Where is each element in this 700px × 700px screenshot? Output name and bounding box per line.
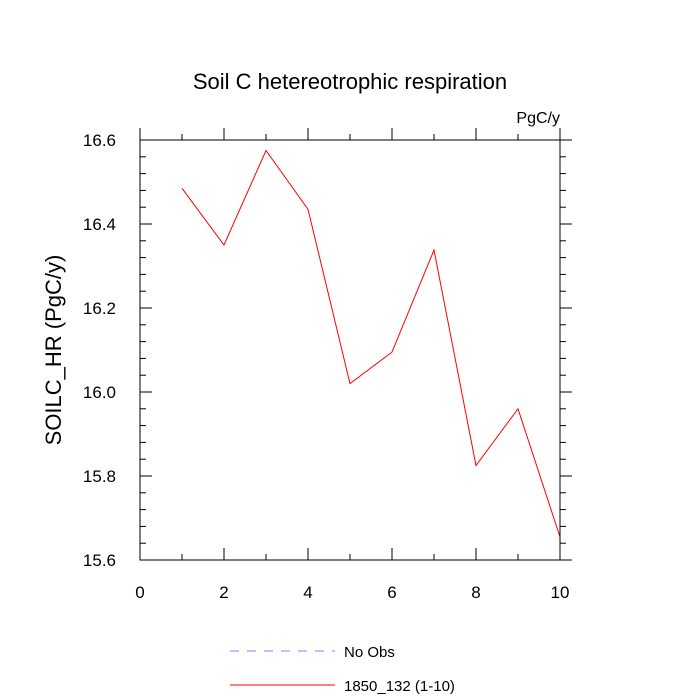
y-tick-label: 16.2	[83, 299, 116, 318]
legend-label-no-obs: No Obs	[344, 644, 395, 661]
legend: No Obs 1850_132 (1-10)	[230, 644, 455, 695]
units-label: PgC/y	[516, 110, 560, 127]
x-tick-label: 8	[471, 583, 480, 602]
plot-frame	[139, 139, 561, 561]
x-tick-label: 4	[303, 583, 312, 602]
y-tick-label: 15.8	[83, 467, 116, 486]
x-tick-label: 2	[219, 583, 228, 602]
data-series	[181, 149, 561, 538]
y-tick-label: 16.0	[83, 383, 116, 402]
y-tick-label: 16.4	[83, 215, 116, 234]
y-tick-labels: 15.6 15.8 16.0 16.2 16.4 16.6	[83, 131, 116, 570]
chart-title: Soil C hetereotrophic respiration	[193, 69, 507, 94]
y-axis-label: SOILC_HR (PgC/y)	[41, 255, 66, 446]
series-line	[181, 149, 561, 538]
x-tick-label: 10	[551, 583, 570, 602]
y-tick-label: 16.6	[83, 131, 116, 150]
x-tick-label: 0	[135, 583, 144, 602]
legend-label-1850-132: 1850_132 (1-10)	[344, 678, 455, 695]
y-tick-label: 15.6	[83, 551, 116, 570]
x-tick-label: 6	[387, 583, 396, 602]
axis-ticks	[139, 128, 572, 561]
x-tick-labels: 0 2 4 6 8 10	[135, 583, 569, 602]
